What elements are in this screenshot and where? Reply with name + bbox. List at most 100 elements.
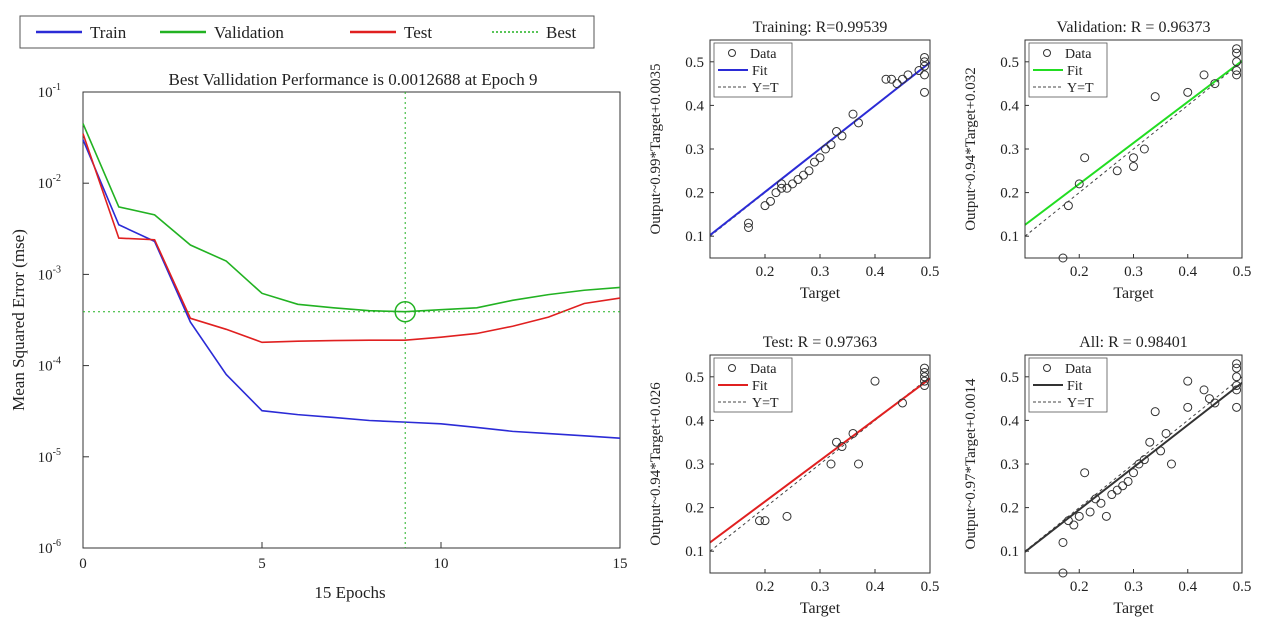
data-point: [1232, 385, 1242, 395]
legend-label: Data: [1065, 47, 1092, 62]
x-tick-label: 0.5: [1233, 579, 1252, 595]
data-point: [1232, 363, 1242, 373]
x-tick-label: 0.5: [921, 264, 940, 280]
legend-label: Data: [750, 362, 777, 377]
data-point: [1150, 92, 1160, 102]
y-tick-label: 0.1: [1000, 229, 1019, 245]
data-point: [1080, 468, 1090, 478]
x-axis-label: Target: [1113, 285, 1154, 302]
data-point: [1232, 372, 1242, 382]
data-point: [1232, 44, 1242, 54]
y-axis-label: Mean Squared Error (mse): [9, 229, 28, 411]
data-point: [1232, 48, 1242, 58]
data-point: [1107, 490, 1117, 500]
y-tick-label: 0.5: [685, 55, 704, 71]
data-point: [1074, 511, 1084, 521]
data-point: [1145, 437, 1155, 447]
panel-title: Test: R = 0.97363: [763, 334, 878, 351]
data-point: [771, 188, 781, 198]
y-tick-label: 0.3: [1000, 457, 1019, 473]
data-point: [1069, 520, 1079, 530]
data-point: [826, 140, 836, 150]
x-tick-label: 0.4: [1178, 264, 1197, 280]
x-axis-label: Target: [1113, 600, 1154, 617]
x-tick-label: 0.4: [866, 579, 885, 595]
data-point: [920, 381, 929, 391]
regression-panel: Validation: R = 0.96373 0.2 0.3 0.4 0.5 0.1 0.…: [963, 19, 1251, 302]
data-point: [920, 376, 929, 386]
data-point: [1085, 507, 1095, 517]
regression-panels: Training: R=0.99539 0.2 0.3 0.4 0.5 0.1 0.2 0.3…: [648, 19, 1252, 617]
identity-line: [1025, 61, 1242, 237]
data-point: [788, 179, 797, 189]
legend-label: Fit: [752, 64, 768, 79]
data-point: [1096, 498, 1106, 508]
x-tick-label: 0.2: [1070, 579, 1089, 595]
data-point: [1139, 144, 1149, 154]
x-axis-label: Target: [800, 285, 841, 302]
data-point: [1232, 70, 1242, 80]
data-point: [898, 74, 907, 84]
regression-panel: Training: R=0.99539 0.2 0.3 0.4 0.5 0.1 0.2 0.3…: [648, 19, 940, 302]
x-tick-label: 0.3: [1124, 579, 1143, 595]
y-tick-label: 0.4: [1000, 98, 1019, 114]
data-point: [810, 157, 819, 167]
data-point: [1232, 359, 1242, 369]
y-tick-label: 0.1: [685, 229, 704, 245]
data-point: [903, 70, 913, 80]
y-tick-label: 0.2: [1000, 186, 1019, 202]
data-point: [848, 428, 858, 438]
data-point: [1232, 66, 1242, 76]
data-point: [793, 175, 803, 185]
data-point: [920, 87, 929, 97]
data-point: [1080, 153, 1090, 163]
legend-label: Validation: [214, 23, 284, 42]
data-point: [832, 437, 841, 447]
data-point: [782, 183, 792, 193]
data-point: [760, 201, 770, 211]
series-line-train: [82, 139, 621, 439]
data-point: [1129, 161, 1138, 171]
x-axis-ticks: 0 5 10 15: [79, 542, 628, 572]
data-point: [755, 516, 764, 526]
data-point: [782, 511, 792, 521]
data-point: [1063, 201, 1073, 211]
data-point: [1166, 459, 1176, 469]
best-point-marker: [394, 300, 416, 323]
y-tick-label: 0.4: [685, 413, 704, 429]
data-point: [832, 127, 841, 137]
data-point: [799, 170, 808, 180]
x-tick-label: 0.5: [921, 579, 940, 595]
x-tick-label: 5: [258, 556, 266, 572]
data-point: [848, 109, 858, 119]
data-point: [920, 61, 929, 71]
legend-label: Y=T: [752, 396, 779, 411]
data-point: [1112, 166, 1122, 176]
data-point: [744, 218, 753, 228]
data-point: [766, 196, 775, 206]
series-line-test: [82, 133, 621, 344]
data-point: [892, 79, 902, 89]
legend: Train Validation Test Best: [36, 23, 577, 42]
data-point: [854, 118, 863, 128]
data-point: [1139, 455, 1149, 465]
data-point: [887, 74, 896, 84]
y-tick-label: 0.5: [1000, 370, 1019, 386]
x-tick-label: 0: [79, 556, 87, 572]
data-point: [1134, 459, 1144, 469]
chart-title: Best Vallidation Performance is 0.001268…: [169, 70, 538, 89]
data-point: [920, 52, 929, 62]
x-tick-label: 0.2: [756, 264, 775, 280]
fit-line: [1025, 381, 1242, 553]
x-tick-label: 10: [434, 556, 449, 572]
y-axis-label: Output~0.99*Target+0.0035: [648, 63, 664, 234]
legend-label: Fit: [1067, 379, 1083, 394]
y-tick-label: 10-2: [38, 173, 61, 192]
legend-label: Train: [90, 23, 127, 42]
data-point: [1232, 381, 1242, 391]
y-tick-label: 10-4: [38, 356, 61, 375]
panel-title: Training: R=0.99539: [753, 19, 888, 36]
fit-line: [710, 377, 930, 544]
identity-line: [710, 376, 930, 552]
